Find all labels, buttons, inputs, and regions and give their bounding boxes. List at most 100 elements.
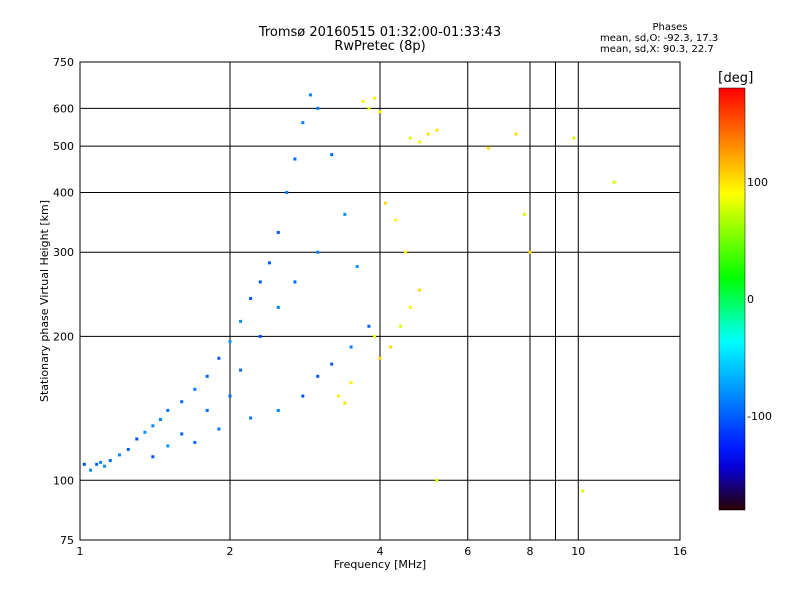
o-mode-echo-point	[316, 250, 320, 254]
o-mode-echo-point	[249, 297, 253, 301]
o-mode-echo-point	[267, 261, 271, 265]
x-mode-echo-point	[343, 401, 347, 405]
o-mode-echo-point	[180, 400, 184, 404]
y-axis-label: Stationary phase Virtual Height [km]	[38, 200, 51, 402]
o-mode-echo-point	[126, 447, 130, 451]
x-mode-echo-point	[373, 334, 377, 338]
x-tick-label: 2	[227, 545, 234, 558]
x-tick-label: 6	[464, 545, 471, 558]
o-mode-echo-point	[285, 190, 289, 194]
x-tick-label: 10	[571, 545, 585, 558]
o-mode-echo-point	[193, 440, 197, 444]
x-mode-echo-point	[514, 132, 518, 136]
colorbar-tick-label: -100	[747, 410, 772, 423]
x-mode-echo-point	[389, 345, 393, 349]
o-mode-echo-point	[316, 106, 320, 110]
x-mode-echo-point	[408, 305, 412, 309]
phase-stats-o: mean, sd,O: -92.3, 17.3	[600, 33, 719, 44]
x-mode-echo-point	[408, 136, 412, 140]
x-mode-echo-point	[486, 146, 490, 150]
y-tick-label: 75	[60, 534, 74, 547]
o-mode-echo-point	[217, 427, 221, 431]
o-mode-echo-point	[103, 464, 107, 468]
x-mode-echo-point	[361, 100, 365, 104]
y-tick-label: 400	[53, 186, 74, 199]
colorbar-tick-label: 0	[747, 293, 754, 306]
x-tick-label: 1	[77, 545, 84, 558]
o-mode-echo-point	[349, 345, 353, 349]
o-mode-echo-point	[343, 212, 347, 216]
o-mode-echo-point	[166, 408, 170, 412]
o-mode-echo-point	[158, 418, 162, 422]
o-mode-echo-point	[276, 230, 280, 234]
o-mode-echo-point	[228, 340, 232, 344]
x-mode-echo-point	[336, 394, 340, 398]
o-mode-echo-point	[293, 280, 297, 284]
x-mode-echo-point	[417, 288, 421, 292]
x-mode-echo-point	[612, 180, 616, 184]
o-mode-echo-point	[99, 460, 103, 464]
colorbar-unit: deg	[723, 71, 748, 86]
x-mode-echo-point	[572, 136, 576, 140]
o-mode-echo-point	[180, 432, 184, 436]
colorbar-unit-label: [deg]	[718, 70, 754, 86]
o-mode-echo-point	[108, 458, 112, 462]
x-mode-echo-point	[349, 381, 353, 385]
o-mode-echo-point	[301, 121, 305, 125]
o-mode-echo-point	[355, 265, 359, 269]
x-mode-echo-point	[394, 218, 398, 222]
o-mode-echo-point	[316, 374, 320, 378]
chart-subtitle: RwPretec (8p)	[334, 39, 426, 54]
x-mode-echo-point	[399, 324, 403, 328]
phase-stats-box: Phases mean, sd,O: -92.3, 17.3 mean, sd,…	[600, 22, 740, 55]
o-mode-echo-point	[239, 368, 243, 372]
o-mode-echo-point	[135, 437, 139, 441]
x-tick-label: 4	[377, 545, 384, 558]
y-tick-label: 600	[53, 102, 74, 115]
o-mode-echo-point	[276, 305, 280, 309]
o-mode-echo-point	[308, 93, 312, 97]
o-mode-echo-point	[367, 324, 371, 328]
x-axis-label: Frequency [MHz]	[334, 558, 426, 571]
x-mode-echo-point	[435, 128, 439, 132]
y-tick-label: 300	[53, 246, 74, 259]
x-tick-label: 8	[527, 545, 534, 558]
phase-stats-title: Phases	[652, 22, 688, 33]
o-mode-echo-point	[95, 462, 99, 466]
x-mode-echo-point	[367, 106, 371, 110]
x-mode-echo-point	[417, 140, 421, 144]
o-mode-echo-point	[330, 362, 334, 366]
chart-title: Tromsø 20160515 01:32:00-01:33:43	[258, 25, 502, 40]
o-mode-echo-point	[276, 408, 280, 412]
o-mode-echo-point	[82, 462, 86, 466]
o-mode-echo-point	[301, 394, 305, 398]
o-mode-echo-point	[217, 356, 221, 360]
y-tick-label: 500	[53, 140, 74, 153]
phase-stats-x: mean, sd,X: 90.3, 22.7	[600, 44, 714, 55]
x-mode-echo-point	[378, 110, 382, 114]
o-mode-echo-point	[258, 280, 262, 284]
o-mode-echo-point	[151, 455, 155, 459]
x-mode-echo-point	[383, 201, 387, 205]
x-mode-echo-point	[435, 478, 439, 482]
o-mode-echo-point	[239, 319, 243, 323]
x-mode-echo-point	[581, 489, 585, 493]
o-mode-echo-point	[166, 444, 170, 448]
o-mode-echo-point	[151, 424, 155, 428]
o-mode-echo-point	[117, 453, 121, 457]
chart-title-block: Tromsø 20160515 01:32:00-01:33:43 RwPret…	[180, 26, 580, 54]
o-mode-echo-point	[205, 408, 209, 412]
x-mode-echo-point	[373, 96, 377, 100]
x-mode-echo-point	[378, 356, 382, 360]
o-mode-echo-point	[205, 374, 209, 378]
x-mode-echo-point	[528, 250, 532, 254]
colorbar-tick-label: 100	[747, 176, 768, 189]
o-mode-echo-point	[249, 416, 253, 420]
o-mode-echo-point	[143, 430, 147, 434]
y-tick-label: 750	[53, 56, 74, 69]
o-mode-echo-point	[193, 387, 197, 391]
x-mode-echo-point	[523, 212, 527, 216]
o-mode-echo-point	[89, 468, 93, 472]
x-tick-label: 16	[673, 545, 687, 558]
